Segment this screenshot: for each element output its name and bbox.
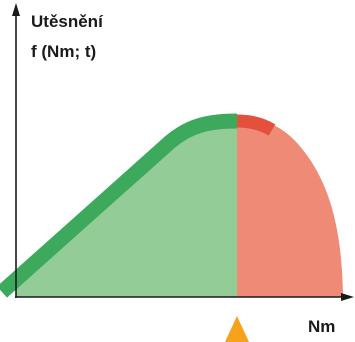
x-axis-label: Nm <box>308 317 335 336</box>
sealing-curve-green <box>0 113 238 298</box>
y-axis-arrow-icon <box>12 3 20 16</box>
optimum-torque-marker-icon <box>225 316 249 342</box>
sealing-region-green <box>16 116 237 298</box>
y-axis-label-line1: Utěsnění <box>31 12 104 31</box>
y-axis-label-line2: f (Nm; t) <box>31 42 96 61</box>
overtorque-curve-red <box>236 114 276 136</box>
x-axis-arrow-icon <box>341 293 354 301</box>
overtorque-region-red <box>237 117 343 297</box>
